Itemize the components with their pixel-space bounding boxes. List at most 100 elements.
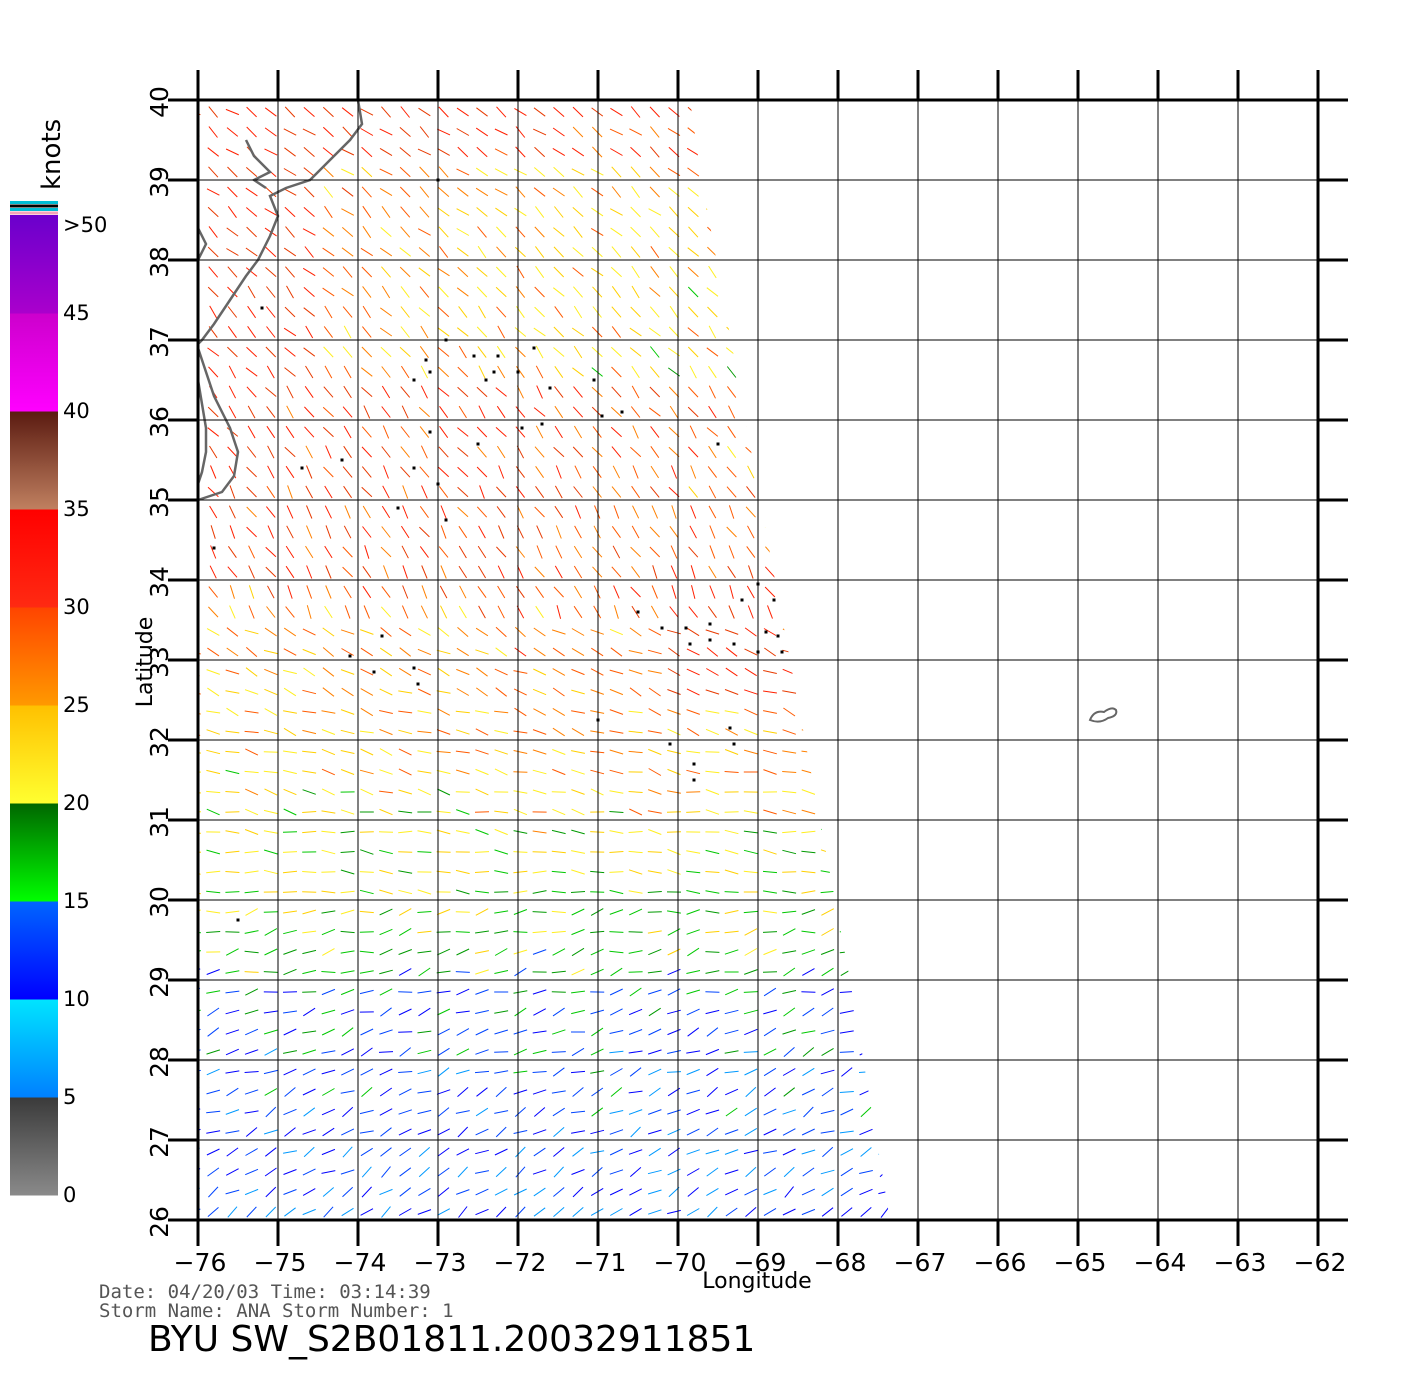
wind-vector xyxy=(244,770,259,774)
wind-vector xyxy=(494,1148,508,1156)
wind-vector xyxy=(455,1010,470,1014)
wind-vector xyxy=(191,506,197,519)
wind-vector xyxy=(340,830,355,834)
wind-vector xyxy=(343,445,352,459)
wind-vector xyxy=(706,1027,719,1037)
rain-flag xyxy=(620,410,624,414)
wind-vector xyxy=(859,910,873,914)
wind-vector xyxy=(476,286,488,298)
wind-vector xyxy=(284,206,296,218)
wind-vector xyxy=(727,446,737,458)
wind-vector xyxy=(573,585,583,599)
wind-vector xyxy=(782,790,797,794)
wind-vector xyxy=(341,1207,354,1217)
wind-vector xyxy=(802,207,815,217)
rain-flag xyxy=(340,458,344,462)
wind-vector xyxy=(747,525,755,539)
wind-vector xyxy=(535,345,544,359)
wind-vector xyxy=(551,930,566,934)
wind-vector xyxy=(687,187,699,197)
wind-vector xyxy=(495,207,508,217)
wind-vector xyxy=(456,128,470,136)
wind-vector xyxy=(532,769,547,775)
wind-vector xyxy=(763,1150,777,1154)
wind-vector xyxy=(417,750,432,754)
wind-vector xyxy=(456,168,470,176)
wind-vector xyxy=(687,167,700,177)
wind-vector xyxy=(514,327,527,337)
wind-vector xyxy=(359,950,374,954)
wind-vector xyxy=(495,1126,507,1138)
wind-vector xyxy=(496,246,507,258)
wind-vector xyxy=(611,366,622,378)
wind-vector xyxy=(321,1108,336,1116)
wind-vector xyxy=(667,689,681,695)
wind-vector xyxy=(801,949,816,955)
wind-vector xyxy=(571,968,585,976)
wind-vector xyxy=(440,565,447,579)
wind-vector xyxy=(246,346,258,358)
wind-vector xyxy=(283,128,297,136)
wind-vector xyxy=(764,426,776,438)
wind-vector xyxy=(264,708,278,716)
wind-vector xyxy=(381,385,391,399)
wind-vector xyxy=(475,829,489,835)
wind-vector xyxy=(343,385,352,399)
wind-vector xyxy=(766,365,774,379)
wind-vector xyxy=(628,850,643,854)
wind-vector xyxy=(418,1147,431,1157)
wind-vector xyxy=(724,1188,739,1196)
wind-vector xyxy=(264,1088,278,1096)
wind-vector xyxy=(264,788,278,796)
wind-vector xyxy=(840,909,854,915)
wind-vector xyxy=(341,247,354,257)
wind-vector xyxy=(475,930,489,934)
wind-vector xyxy=(379,769,393,775)
rain-flag xyxy=(444,518,448,522)
wind-vector xyxy=(437,327,450,337)
wind-vector xyxy=(535,365,544,379)
wind-vector xyxy=(647,930,662,934)
wind-vector xyxy=(340,988,355,996)
wind-vector xyxy=(744,708,758,716)
wind-vector xyxy=(284,1207,296,1217)
wind-vector xyxy=(745,306,757,318)
wind-vector xyxy=(859,687,873,697)
wind-vector xyxy=(571,947,585,957)
wind-vector xyxy=(400,365,410,379)
wind-vector xyxy=(532,1071,547,1073)
wind-vector xyxy=(649,386,661,398)
wind-vector xyxy=(302,789,316,795)
wind-vector xyxy=(400,446,410,458)
wind-vector xyxy=(707,466,717,478)
coastline-segment xyxy=(196,227,208,261)
wind-vector xyxy=(287,585,293,599)
wind-vector xyxy=(360,788,374,796)
wind-vector xyxy=(400,426,410,438)
wind-vector xyxy=(322,247,335,257)
wind-vector xyxy=(839,1030,854,1034)
wind-vector xyxy=(842,525,852,539)
wind-vector xyxy=(801,1149,816,1155)
wind-vector xyxy=(802,1047,815,1057)
wind-vector xyxy=(381,366,391,378)
wind-vector xyxy=(880,266,890,278)
wind-vector xyxy=(206,910,221,914)
wind-vector xyxy=(360,668,374,676)
wind-vector xyxy=(590,730,605,734)
wind-vector xyxy=(553,166,565,178)
wind-vector xyxy=(571,769,585,775)
wind-vector xyxy=(533,668,547,676)
wind-vector xyxy=(475,1028,489,1036)
wind-vector xyxy=(437,1107,450,1117)
wind-vector xyxy=(494,910,509,914)
wind-vector xyxy=(573,345,583,359)
wind-vector xyxy=(553,1147,565,1157)
wind-vector xyxy=(379,728,393,736)
wind-vector xyxy=(302,1208,316,1216)
wind-vector xyxy=(724,811,739,813)
rain-flag xyxy=(484,378,488,382)
wind-vector xyxy=(821,207,834,217)
wind-vector xyxy=(475,728,489,736)
wind-vector xyxy=(494,148,508,156)
